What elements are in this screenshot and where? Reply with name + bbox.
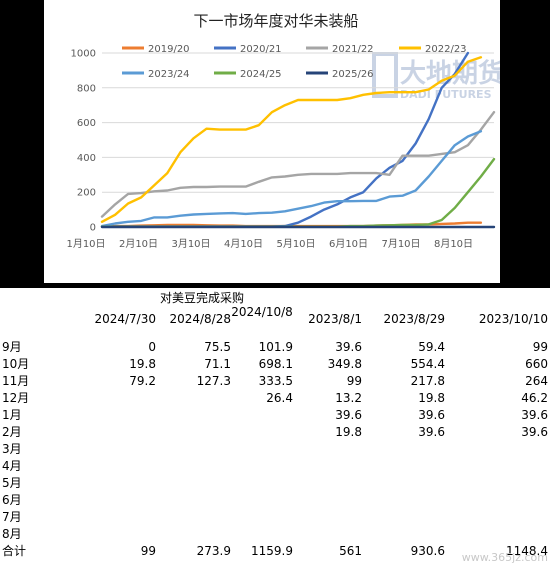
table-cell: 1148.4 — [506, 544, 548, 558]
y-axis: 0 200 400 600 800 1000 — [71, 49, 96, 234]
legend-label: 2021/22 — [332, 44, 374, 55]
table-cell: 273.9 — [196, 544, 231, 558]
x-tick-label: 3月10日 — [171, 238, 210, 250]
x-axis: 1月10日 2月10日 3月10日 4月10日 5月10日 6月10日 7月10日 8月10日 — [66, 226, 494, 250]
table-cell: 71.1 — [204, 357, 231, 371]
row-label: 12月 — [2, 391, 30, 405]
table-cell: 19.8 — [335, 425, 362, 439]
row-label: 合计 — [2, 544, 27, 558]
table-cell: 930.6 — [410, 544, 445, 558]
table-cell: 264 — [525, 374, 548, 388]
watermark-main: 大地期货 — [400, 58, 500, 89]
column-header: 2024/10/8 — [231, 305, 293, 319]
legend-label: 2023/24 — [148, 69, 190, 80]
legend-label: 2019/20 — [148, 44, 190, 55]
row-label: 7月 — [2, 510, 22, 524]
table-cell: 333.5 — [258, 374, 293, 388]
column-header: 2023/8/1 — [308, 312, 362, 326]
legend-label: 2025/26 — [332, 69, 374, 80]
y-tick-label: 0 — [90, 223, 96, 234]
series-lines — [100, 51, 496, 229]
y-tick-label: 200 — [77, 188, 96, 199]
purchase-table: 对美豆完成采购 2024/7/30 2024/8/28 2024/10/8 2023/… — [0, 288, 550, 566]
table-cell: 0 — [148, 340, 156, 354]
chart-panel: 下一市场年度对华未装船 大地期货 DADI FUTURES 0 200 400 600… — [44, 0, 500, 283]
row-label: 5月 — [2, 476, 22, 490]
table-cell: 554.4 — [410, 357, 445, 371]
table-cell: 99 — [346, 374, 362, 388]
y-tick-label: 800 — [77, 83, 96, 94]
table-cell: 39.6 — [418, 408, 445, 422]
row-label: 6月 — [2, 493, 22, 507]
legend-label: 2020/21 — [240, 44, 282, 55]
line-chart: 下一市场年度对华未装船 大地期货 DADI FUTURES 0 200 400 600… — [66, 12, 500, 250]
x-tick-label: 4月10日 — [224, 238, 263, 250]
column-header: 2023/10/10 — [478, 312, 548, 326]
table-cell: 101.9 — [258, 340, 293, 354]
series-line-2023-24 — [100, 130, 483, 228]
column-header: 2024/8/28 — [169, 312, 231, 326]
table-cell: 39.6 — [521, 408, 548, 422]
series-line-2022-23 — [100, 56, 483, 224]
row-label: 2月 — [2, 425, 22, 439]
y-tick-label: 400 — [77, 153, 96, 164]
x-tick-label: 2月10日 — [119, 238, 158, 250]
table-cell: 26.4 — [266, 391, 293, 405]
x-tick-label: 1月10日 — [66, 238, 105, 250]
y-gridlines — [102, 52, 494, 193]
table-cell: 39.6 — [418, 425, 445, 439]
column-header: 2023/8/29 — [383, 312, 445, 326]
table-cell: 349.8 — [327, 357, 362, 371]
table-cell: 46.2 — [521, 391, 548, 405]
legend-label: 2024/25 — [240, 69, 282, 80]
table-cell: 39.6 — [335, 340, 362, 354]
x-tick-label: 8月10日 — [434, 238, 473, 250]
table-cell: 217.8 — [410, 374, 445, 388]
table-cell: 99 — [532, 340, 548, 354]
table-cell: 39.6 — [335, 408, 362, 422]
table-cell: 19.8 — [129, 357, 156, 371]
watermark-logo: 大地期货 DADI FUTURES — [372, 52, 500, 101]
table-title: 对美豆完成采购 — [160, 291, 245, 305]
table-cell: 79.2 — [129, 374, 156, 388]
y-tick-label: 600 — [77, 118, 96, 129]
table-cell: 561 — [339, 544, 362, 558]
table-cell: 660 — [525, 357, 548, 371]
table-cell: 698.1 — [258, 357, 293, 371]
table-cell: 59.4 — [418, 340, 445, 354]
x-tick-label: 6月10日 — [329, 238, 368, 250]
column-header: 2024/7/30 — [94, 312, 156, 326]
table-cell: 19.8 — [418, 391, 445, 405]
table-cell: 127.3 — [196, 374, 231, 388]
chart-title: 下一市场年度对华未装船 — [193, 12, 358, 30]
site-watermark: www.365jz.com — [461, 551, 548, 564]
watermark-sub: DADI FUTURES — [400, 88, 492, 101]
row-label: 10月 — [2, 357, 30, 371]
row-label: 4月 — [2, 459, 22, 473]
row-label: 8月 — [2, 527, 22, 541]
table-cell: 75.5 — [204, 340, 231, 354]
table-cell: 99 — [140, 544, 156, 558]
x-tick-label: 5月10日 — [276, 238, 315, 250]
legend: 2019/20 2020/21 2021/22 2022/23 2023/24 2024/… — [122, 44, 467, 80]
row-label: 3月 — [2, 442, 22, 456]
series-line-2021-22 — [100, 110, 496, 218]
table-cell: 1159.9 — [251, 544, 293, 558]
table-cell: 13.2 — [335, 391, 362, 405]
table-cell: 39.6 — [521, 425, 548, 439]
watermark-logo-mark — [372, 52, 398, 98]
y-tick-label: 1000 — [71, 49, 96, 60]
row-label: 9月 — [2, 340, 22, 354]
x-tick-label: 7月10日 — [381, 238, 420, 250]
row-label: 11月 — [2, 374, 30, 388]
row-label: 1月 — [2, 408, 22, 422]
legend-label: 2022/23 — [425, 44, 467, 55]
